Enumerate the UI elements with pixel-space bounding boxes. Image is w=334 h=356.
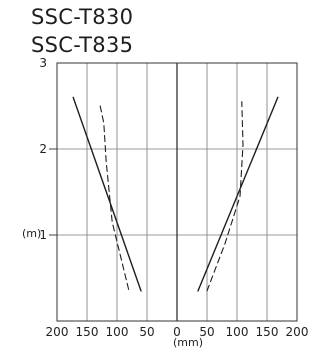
x-tick-label: 200	[46, 325, 69, 339]
x-tick-label: 150	[76, 325, 99, 339]
x-tick-label: 100	[226, 325, 249, 339]
series-group	[72, 96, 279, 292]
y-tick-label: 3	[39, 56, 47, 70]
x-tick-label: 100	[106, 325, 129, 339]
solid-series-line-2	[197, 96, 279, 292]
y-tick-label: 2	[39, 142, 47, 156]
dashed-series-line-1	[99, 105, 130, 292]
dashed-series-line-3	[206, 101, 244, 292]
x-tick-label: 50	[139, 325, 154, 339]
model-title-1: SSC-T830	[31, 5, 134, 29]
y-axis-label: (m)	[22, 227, 41, 240]
solid-series-line-0	[72, 96, 142, 292]
grid	[49, 63, 297, 321]
x-tick-label: 0	[173, 325, 181, 339]
x-tick-label: 50	[199, 325, 214, 339]
y-tick-label: 1	[39, 228, 47, 242]
model-title-2: SSC-T835	[31, 33, 134, 57]
x-tick-label: 150	[256, 325, 279, 339]
x-axis-label: (mm)	[173, 336, 203, 349]
x-tick-label: 200	[286, 325, 309, 339]
x-tick-labels: 200 150 100 50 0 50 100 150 200	[46, 325, 309, 339]
y-tick-labels: 1 2 3	[39, 56, 47, 242]
